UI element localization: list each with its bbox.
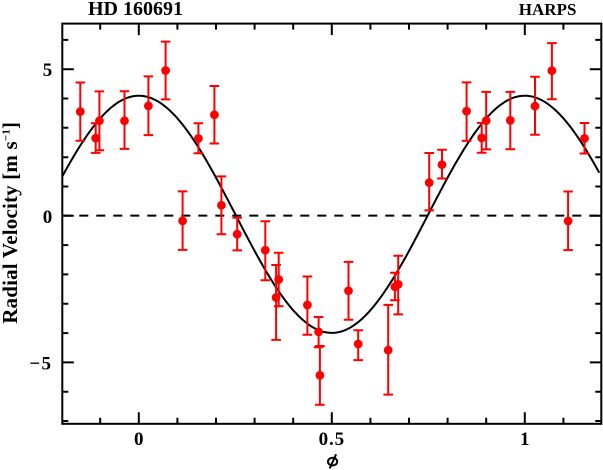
svg-text:0: 0 — [43, 207, 53, 228]
svg-text:Radial Velocity [m s−1]: Radial Velocity [m s−1] — [0, 122, 22, 324]
svg-text:5: 5 — [43, 60, 53, 81]
svg-text:1: 1 — [520, 429, 530, 450]
svg-text:−5: −5 — [29, 353, 52, 374]
svg-text:0: 0 — [134, 429, 144, 450]
svg-text:HARPS: HARPS — [519, 0, 577, 19]
svg-text:0.5: 0.5 — [319, 429, 345, 450]
svg-text:HD 160691: HD 160691 — [88, 0, 183, 20]
